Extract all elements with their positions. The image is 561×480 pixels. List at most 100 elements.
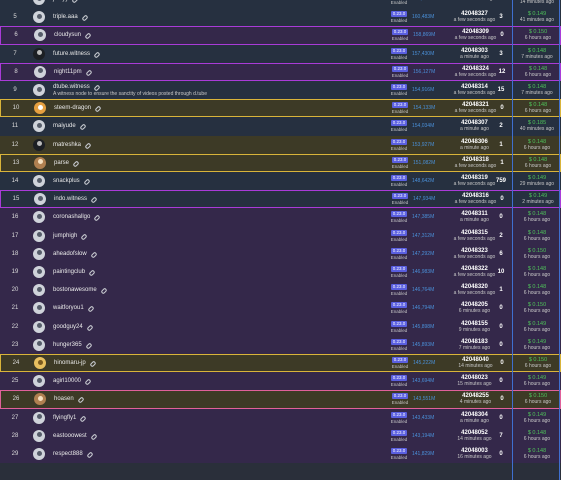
avatar[interactable] [33, 320, 45, 333]
avatar[interactable] [33, 375, 45, 388]
link-icon[interactable] [87, 324, 93, 330]
witness-row[interactable]: 13 parse 0.23.0 Enabled 151,082M 42048318 a fe… [0, 153, 561, 172]
witness-row[interactable]: 16 coronashallgo 0.23.0 Enabled 147,385M 4204… [0, 208, 561, 227]
witness-name-link[interactable]: bostonawesome [53, 287, 97, 294]
witness-name-link[interactable]: hunger365 [53, 341, 82, 348]
link-icon[interactable] [82, 14, 88, 20]
witness-row[interactable]: 26 hoasen 0.23.0 Enabled 143,551M 42048255 4 m… [0, 390, 561, 409]
avatar[interactable] [33, 266, 45, 279]
link-icon[interactable] [73, 160, 79, 166]
link-icon[interactable] [95, 105, 101, 111]
witness-name-link[interactable]: waitforyou1 [53, 305, 84, 312]
avatar[interactable] [33, 411, 45, 424]
witness-row[interactable]: 19 paintingclub 0.23.0 Enabled 146,983M 42048… [0, 263, 561, 282]
avatar[interactable] [33, 211, 45, 224]
avatar[interactable] [33, 11, 45, 24]
link-icon[interactable] [81, 233, 87, 239]
witness-row[interactable]: 8 night11pm 0.23.0 Enabled 156,127M 42048324 a… [0, 62, 561, 81]
witness-name-link[interactable]: parse [54, 159, 70, 166]
link-icon[interactable] [91, 251, 97, 257]
witness-row[interactable]: 17 jumphigh 0.23.0 Enabled 147,312M 42048315 a… [0, 226, 561, 245]
witness-row[interactable]: 22 goodguy24 0.23.0 Enabled 145,898M 42048155… [0, 317, 561, 336]
avatar[interactable] [33, 229, 45, 242]
link-icon[interactable] [91, 196, 97, 202]
avatar[interactable] [33, 175, 45, 188]
link-icon[interactable] [90, 360, 96, 366]
block-number[interactable]: 42048155 [461, 320, 488, 327]
block-number[interactable]: 42048327 [461, 11, 488, 18]
link-icon[interactable] [94, 51, 100, 57]
link-icon[interactable] [80, 123, 86, 129]
witness-name-link[interactable]: dtube.witness [53, 83, 90, 90]
avatar[interactable] [33, 448, 45, 461]
avatar[interactable] [33, 120, 45, 133]
block-number[interactable]: 42048255 [462, 393, 489, 400]
link-icon[interactable] [85, 142, 91, 148]
witness-row[interactable]: 18 aheadofslow 0.23.0 Enabled 147,292M 420483… [0, 244, 561, 263]
block-number[interactable]: 42048314 [461, 84, 488, 91]
avatar[interactable] [34, 102, 46, 115]
witness-name-link[interactable]: night11pm [54, 68, 82, 75]
witness-name-link[interactable]: hinomaru-jp [54, 360, 86, 367]
block-number[interactable]: 42048320 [461, 284, 488, 291]
witness-name-link[interactable]: flyingfly1 [53, 414, 77, 421]
link-icon[interactable] [78, 396, 84, 402]
witness-row[interactable]: 29 respect888 0.23.0 Enabled 141,829M 4204800… [0, 445, 561, 464]
witness-name-link[interactable]: paintingclub [53, 269, 86, 276]
link-icon[interactable] [101, 287, 107, 293]
witness-row[interactable]: 24 hinomaru-jp 0.23.0 Enabled 145,222M 420480… [0, 354, 561, 373]
witness-row[interactable]: 28 eastooowest 0.23.0 Enabled 143,194M 420480… [0, 426, 561, 445]
block-number[interactable]: 42048319 [461, 175, 488, 182]
witness-name-link[interactable]: snackplus [53, 178, 80, 185]
block-number[interactable]: 42048205 [461, 302, 488, 309]
link-icon[interactable] [94, 84, 100, 90]
avatar[interactable] [34, 357, 46, 370]
avatar[interactable] [33, 302, 45, 315]
block-number[interactable]: 42048303 [461, 47, 488, 54]
witness-name-link[interactable]: coronashallgo [53, 214, 91, 221]
witness-name-link[interactable]: cloudysun [54, 32, 82, 39]
block-number[interactable]: 42048183 [461, 338, 488, 345]
avatar[interactable] [33, 247, 45, 260]
witness-row[interactable]: 20 bostonawesome 0.23.0 Enabled 146,764M 4204… [0, 281, 561, 300]
witness-name-link[interactable]: indo.witness [54, 196, 88, 203]
block-number[interactable]: 42048306 [461, 138, 488, 145]
witness-row[interactable]: 12 matreshka 0.23.0 Enabled 153,927M 42048306… [0, 135, 561, 154]
avatar[interactable] [33, 84, 45, 97]
witness-row[interactable]: 25 agirl10000 0.23.0 Enabled 143,694M 4204802… [0, 372, 561, 391]
witness-row[interactable]: 21 waitforyou1 0.23.0 Enabled 146,794M 420482… [0, 299, 561, 318]
avatar[interactable] [34, 65, 46, 78]
avatar[interactable] [34, 156, 46, 169]
block-number[interactable]: 42048307 [461, 120, 488, 127]
block-number[interactable]: 42048323 [461, 247, 488, 254]
witness-name-link[interactable]: eastooowest [53, 432, 87, 439]
avatar[interactable] [33, 429, 45, 442]
avatar[interactable] [33, 338, 45, 351]
avatar[interactable] [33, 138, 45, 151]
witness-name-link[interactable]: steem-dragon [54, 105, 92, 112]
witness-name-link[interactable]: jumphigh [53, 232, 78, 239]
witness-row[interactable]: 27 flyingfly1 0.23.0 Enabled 143,433M 4204830… [0, 408, 561, 427]
link-icon[interactable] [86, 342, 92, 348]
link-icon[interactable] [80, 415, 86, 421]
block-number[interactable]: 42048316 [462, 193, 489, 200]
block-number[interactable]: 42048304 [461, 411, 488, 418]
avatar[interactable] [34, 393, 46, 406]
block-number[interactable]: 42048315 [461, 229, 488, 236]
avatar[interactable] [34, 29, 46, 42]
link-icon[interactable] [94, 214, 100, 220]
witness-name-link[interactable]: maiyude [53, 123, 76, 130]
witness-row[interactable]: 11 maiyude 0.23.0 Enabled 154,034M 42048307 a … [0, 117, 561, 136]
link-icon[interactable] [91, 433, 97, 439]
avatar[interactable] [33, 0, 45, 6]
witness-row[interactable]: 9 dtube.witness A witness node to ensure t… [0, 81, 561, 100]
witness-row[interactable]: 7 future.witness 0.23.0 Enabled 157,430M 4204… [0, 44, 561, 63]
block-number[interactable]: 42048322 [461, 266, 488, 273]
link-icon[interactable] [87, 451, 93, 457]
link-icon[interactable] [86, 69, 92, 75]
block-number[interactable]: 42048309 [462, 29, 489, 36]
witness-row[interactable]: 5 triple.aaa 0.23.0 Enabled 160,483M 42048327… [0, 8, 561, 27]
avatar[interactable] [34, 193, 46, 206]
block-number[interactable]: 42048003 [461, 448, 488, 455]
witness-name-link[interactable]: hoasen [54, 396, 74, 403]
